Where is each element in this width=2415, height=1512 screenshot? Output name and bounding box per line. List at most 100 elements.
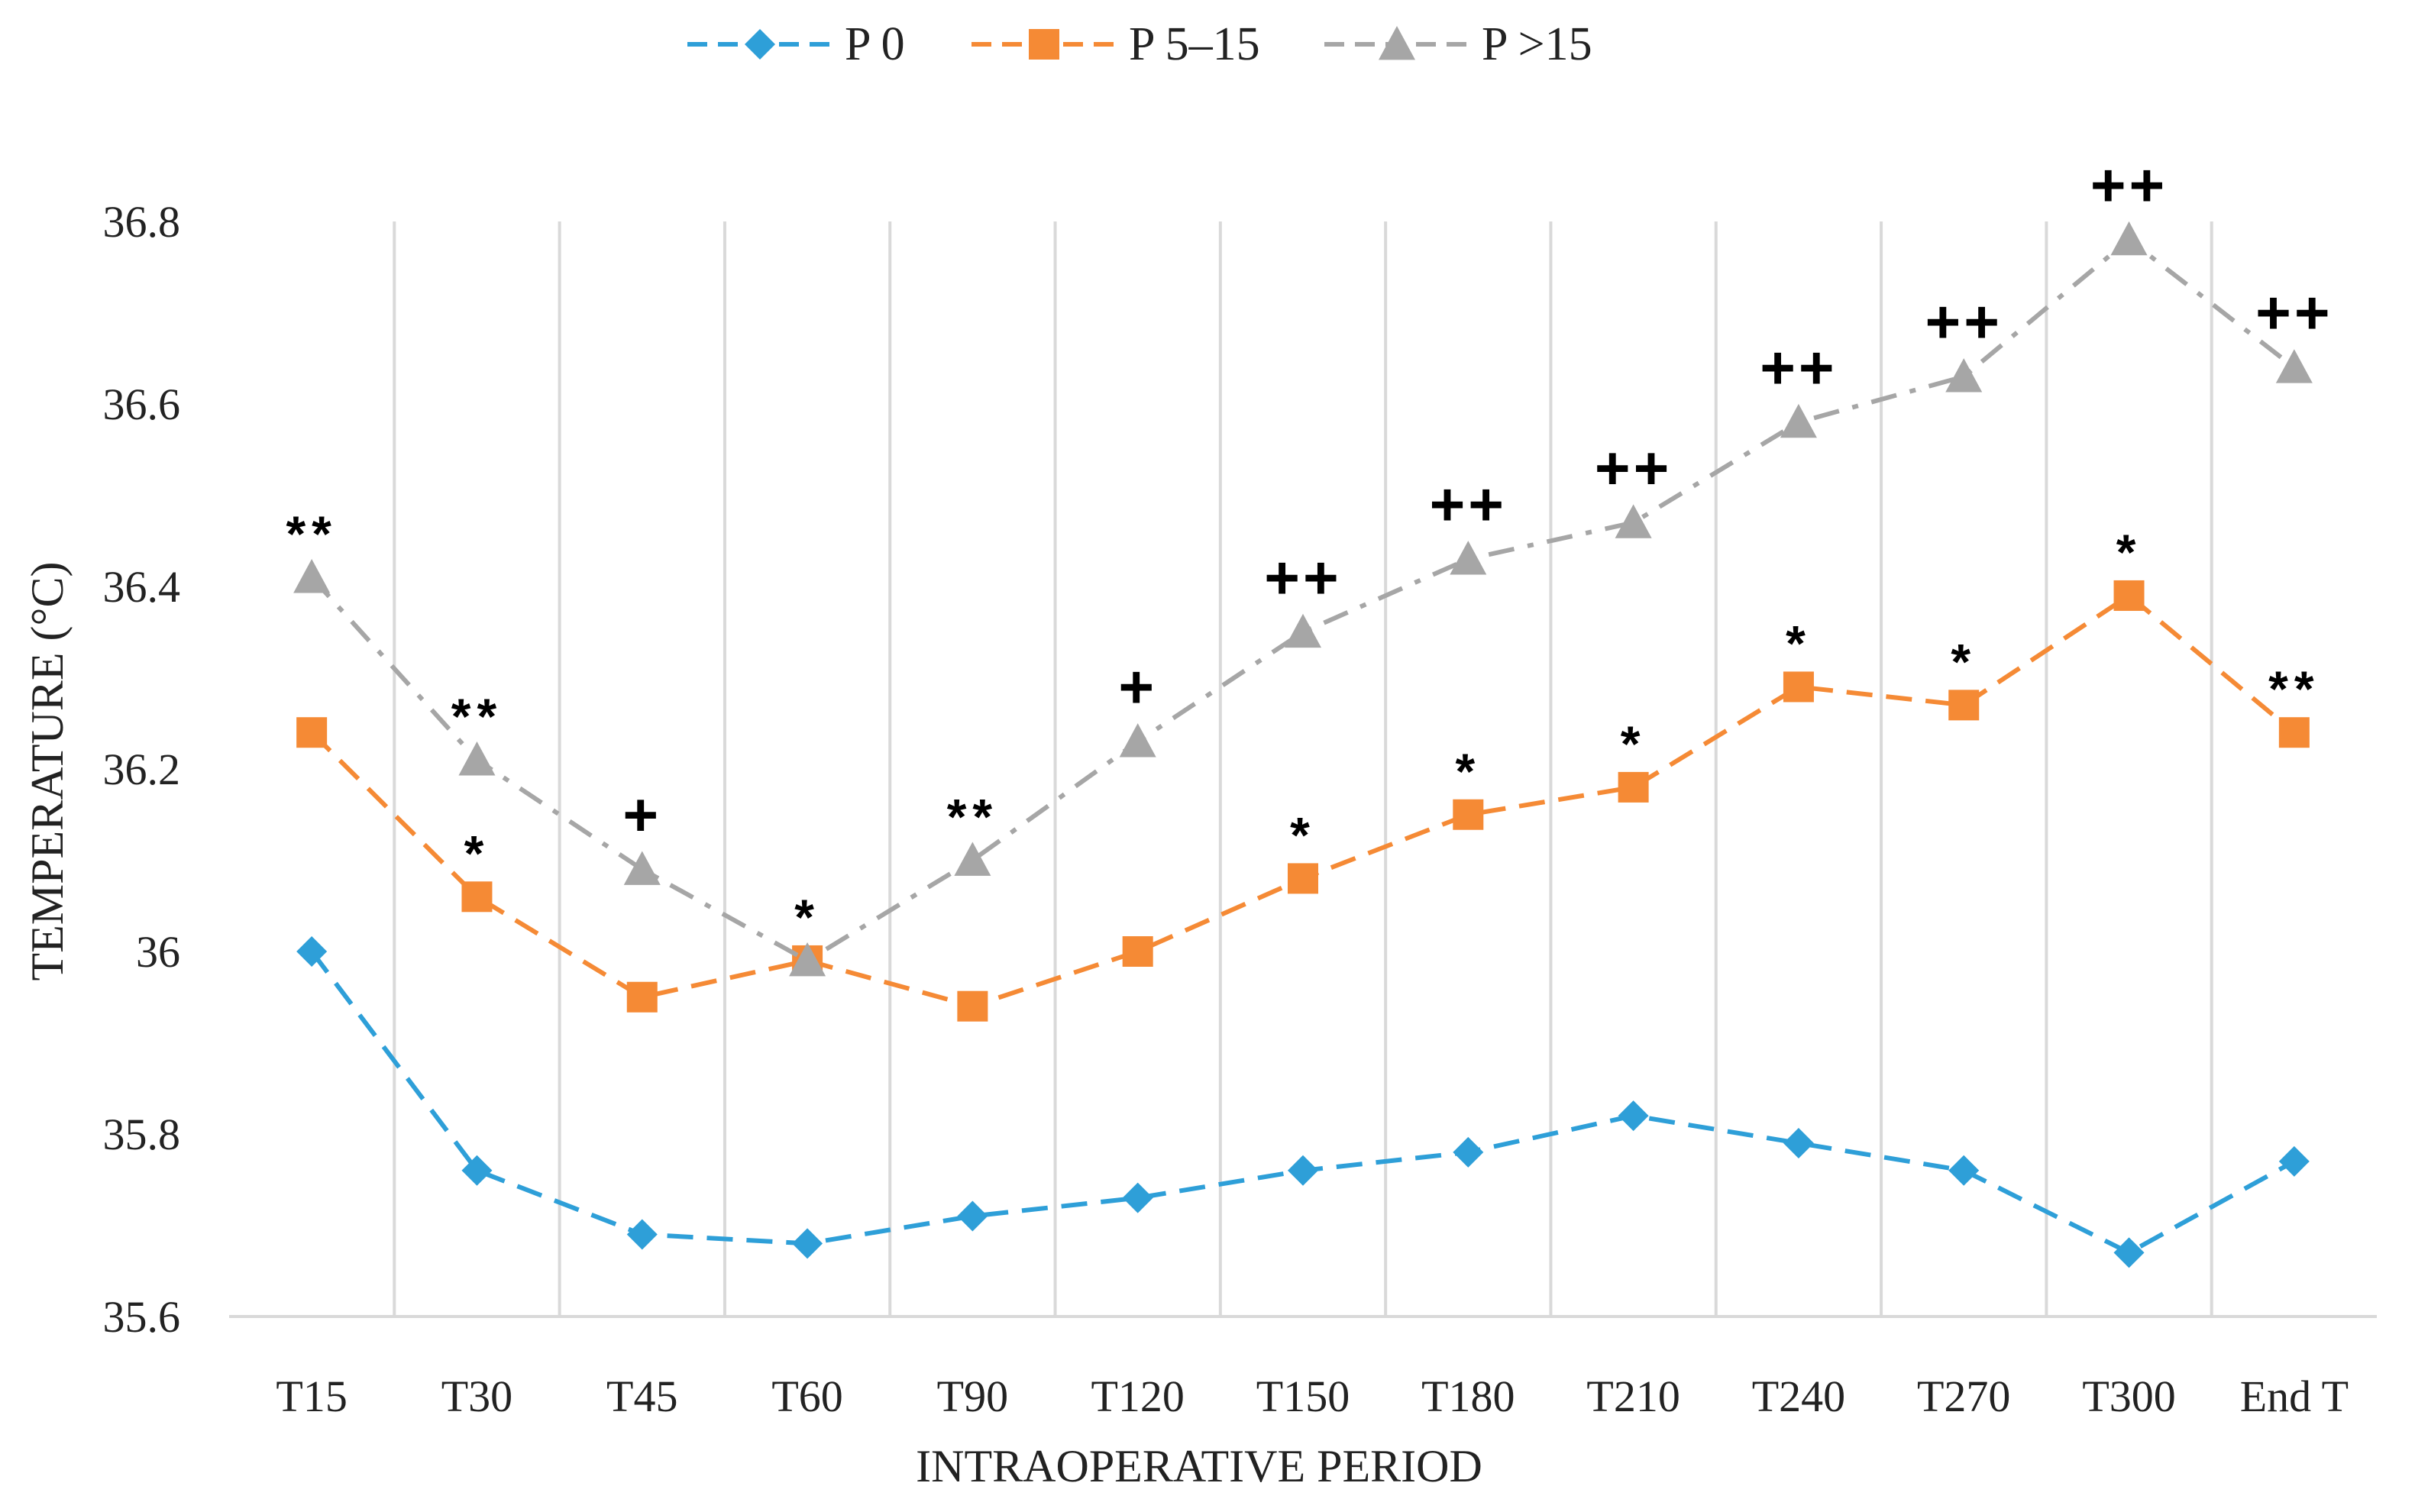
x-tick-label: T300: [2082, 1371, 2175, 1421]
data-point: [1618, 1100, 1649, 1132]
series-group: [293, 221, 2313, 1268]
legend-label: P 5–15: [1129, 18, 1260, 70]
series-line: [310, 593, 2296, 1009]
x-axis-title: INTRAOPERATIVE PERIOD: [916, 1441, 1482, 1491]
significance-mark: **: [947, 789, 998, 845]
series-2: [293, 221, 2313, 977]
legend-item: P >15: [1324, 18, 1592, 70]
data-point: [296, 717, 328, 748]
significance-annotations: * ** ** ********+***+++++++++++++++: [286, 151, 2333, 945]
legend-marker: [745, 29, 775, 60]
legend-marker: [1029, 29, 1059, 60]
significance-mark: *: [1786, 615, 1812, 671]
x-tick-label: T240: [1752, 1371, 1845, 1421]
data-point: [2275, 349, 2313, 383]
data-point: [1119, 723, 1156, 758]
data-point: [2278, 717, 2310, 748]
significance-mark: *: [464, 825, 490, 881]
y-tick-label: 36.4: [103, 562, 181, 612]
y-tick-label: 35.6: [103, 1292, 181, 1342]
data-point: [1783, 671, 1814, 703]
y-tick-label: 36.8: [103, 197, 181, 247]
legend-label: P 0: [845, 18, 905, 70]
data-point: [626, 1219, 658, 1250]
x-tick-label: T180: [1421, 1371, 1515, 1421]
series-0: [296, 936, 2310, 1268]
data-point: [1945, 358, 1983, 393]
legend-item: P 0: [687, 18, 905, 70]
data-point: [1780, 403, 1817, 438]
data-point: [1288, 1155, 1318, 1186]
data-point: [2113, 1237, 2145, 1268]
series-line: [309, 950, 2296, 1255]
x-tick-label: T210: [1586, 1371, 1680, 1421]
y-tick-label: 35.8: [103, 1110, 181, 1159]
data-point: [1618, 771, 1649, 803]
data-point: [461, 1155, 493, 1186]
significance-mark: ++: [2255, 279, 2333, 347]
data-point: [1783, 1127, 1814, 1158]
data-point: [1453, 1136, 1484, 1168]
data-point: [957, 990, 988, 1022]
legend-marker: [1379, 26, 1415, 60]
data-point: [296, 936, 328, 967]
data-point: [957, 1200, 988, 1232]
data-point: [626, 981, 658, 1013]
significance-mark: ++: [2090, 151, 2168, 219]
data-point: [1285, 613, 1321, 648]
data-point: [458, 741, 496, 776]
significance-mark: **: [451, 688, 503, 745]
significance-mark: +: [1118, 653, 1157, 721]
tick-labels: T15 T30 T45 T60 T90 T120 T150 T180 T210 T240 T270 T…: [103, 197, 2349, 1421]
data-point: [2113, 580, 2145, 611]
significance-mark: ++: [1595, 434, 1672, 502]
data-point: [954, 842, 991, 876]
y-tick-label: 36: [136, 927, 180, 977]
data-point: [1450, 541, 1487, 575]
data-point: [293, 559, 331, 593]
x-tick-label: T60: [771, 1371, 842, 1421]
series-1: [296, 580, 2310, 1022]
x-tick-label: T45: [606, 1371, 677, 1421]
x-tick-label: T30: [441, 1371, 512, 1421]
data-point: [2110, 221, 2148, 256]
x-tick-label: T150: [1256, 1371, 1350, 1421]
data-point: [792, 1228, 823, 1259]
data-point: [1122, 936, 1153, 967]
significance-mark: *: [1455, 743, 1481, 800]
data-point: [1453, 799, 1484, 830]
significance-mark: ++: [1925, 288, 2003, 356]
significance-mark: ++: [1430, 470, 1507, 538]
significance-mark: +: [622, 780, 661, 848]
legend-label: P >15: [1482, 18, 1592, 70]
x-tick-label: T120: [1091, 1371, 1184, 1421]
y-tick-label: 36.2: [103, 745, 181, 794]
data-point: [789, 942, 826, 977]
legend: P 0 P 5–15 P >15: [687, 18, 1592, 70]
x-tick-label: T270: [1917, 1371, 2010, 1421]
significance-mark: *: [1951, 633, 1977, 690]
significance-mark: ++: [1264, 544, 1341, 612]
y-tick-label: 36.6: [103, 380, 181, 429]
data-point: [1948, 1155, 1980, 1186]
data-point: [1615, 504, 1652, 538]
significance-mark: *: [1290, 806, 1316, 863]
significance-mark: *: [794, 889, 820, 945]
data-point: [461, 881, 493, 913]
x-tick-label: T15: [276, 1371, 347, 1421]
data-point: [623, 851, 661, 885]
y-axis-title: TEMPERATURE (°C): [22, 562, 73, 981]
vertical-gridlines: [393, 221, 2213, 1317]
data-point: [1122, 1182, 1153, 1213]
x-tick-label: T90: [937, 1371, 1008, 1421]
data-point: [2278, 1145, 2310, 1177]
significance-mark: ++: [1760, 334, 1837, 402]
x-tick-label: End T: [2240, 1371, 2349, 1421]
significance-mark: *: [1621, 716, 1647, 772]
legend-item: P 5–15: [971, 18, 1260, 70]
significance-mark: *: [2116, 524, 2142, 580]
data-point: [1948, 690, 1980, 721]
significance-mark: **: [286, 506, 337, 562]
data-point: [1288, 863, 1318, 894]
